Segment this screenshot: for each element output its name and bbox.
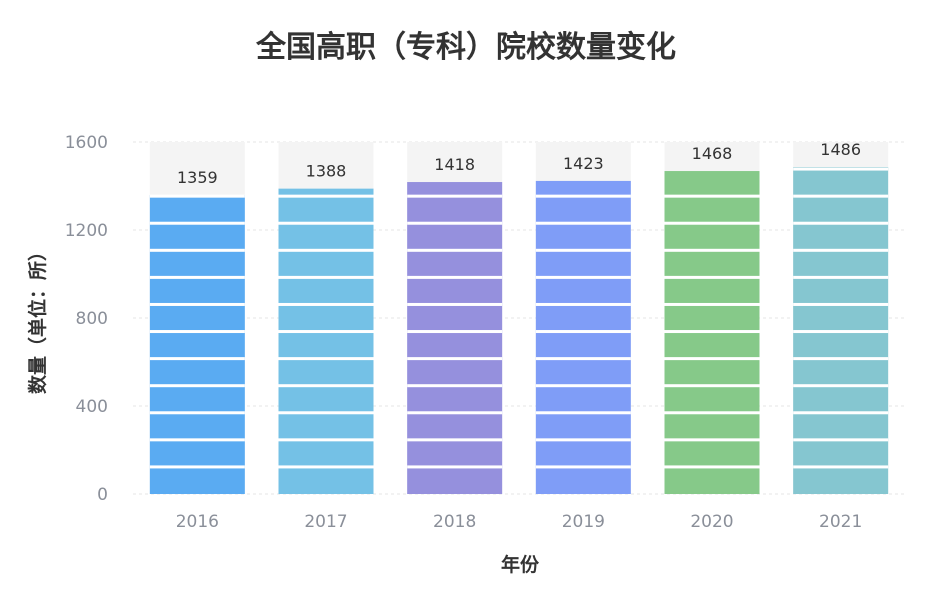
bar-stripe bbox=[535, 411, 631, 415]
x-tick-label: 2020 bbox=[690, 512, 733, 532]
bar-stripe bbox=[535, 275, 631, 279]
bar-stripe bbox=[664, 411, 760, 415]
data-label: 1388 bbox=[306, 162, 347, 181]
bar-stripe bbox=[278, 221, 374, 225]
x-axis-ticks: 2016 2017 2018 2019 2020 2021 bbox=[176, 512, 863, 532]
bar-stripe bbox=[278, 330, 374, 334]
y-axis-ticks: 0 400 800 1200 1600 bbox=[65, 133, 108, 505]
bar-stripe bbox=[664, 384, 760, 388]
bar-stripe bbox=[407, 275, 503, 279]
bar-stripe bbox=[149, 248, 245, 252]
bar-stripe bbox=[149, 465, 245, 469]
labels-layer: 1359 1388 1418 1423 1468 1486 bbox=[177, 140, 861, 187]
bar-stripe bbox=[149, 194, 245, 198]
bar-stripe bbox=[149, 384, 245, 388]
bar-stripe bbox=[535, 330, 631, 334]
bar-stripe bbox=[149, 411, 245, 415]
bar-stripe bbox=[407, 438, 503, 442]
bar-stripe bbox=[664, 194, 760, 198]
bar-stripe bbox=[664, 221, 760, 225]
grid-layer bbox=[133, 141, 905, 495]
x-tick-label: 2019 bbox=[562, 512, 605, 532]
bar-stripe bbox=[407, 357, 503, 361]
bar-stripe bbox=[149, 275, 245, 279]
data-label: 1359 bbox=[177, 168, 218, 187]
bar bbox=[407, 182, 503, 495]
bar-stripe bbox=[407, 465, 503, 469]
bar-stripe bbox=[278, 248, 374, 252]
bar-stripe bbox=[793, 438, 889, 442]
y-tick-label: 1600 bbox=[65, 133, 108, 153]
bar-stripe bbox=[407, 384, 503, 388]
bar-stripe bbox=[793, 330, 889, 334]
x-tick-label: 2016 bbox=[176, 512, 219, 532]
x-tick-label: 2017 bbox=[304, 512, 347, 532]
bar-stripe bbox=[793, 194, 889, 198]
y-tick-label: 1200 bbox=[65, 221, 108, 241]
bar-stripe bbox=[535, 465, 631, 469]
x-tick-label: 2021 bbox=[819, 512, 862, 532]
data-label: 1423 bbox=[563, 154, 604, 173]
bar-stripe bbox=[535, 438, 631, 442]
bar-stripe bbox=[407, 194, 503, 198]
bar-stripe bbox=[407, 302, 503, 306]
bar-stripe bbox=[664, 438, 760, 442]
bar-stripe bbox=[793, 167, 889, 171]
bar-stripe bbox=[407, 330, 503, 334]
bar-stripe bbox=[793, 248, 889, 252]
y-tick-label: 400 bbox=[76, 397, 108, 417]
bar-stripe bbox=[149, 357, 245, 361]
bar-stripe bbox=[278, 275, 374, 279]
bar-stripe bbox=[535, 384, 631, 388]
bar-stripe bbox=[149, 330, 245, 334]
bar-stripe bbox=[664, 248, 760, 252]
bar-stripe bbox=[793, 302, 889, 306]
bar-stripe bbox=[278, 302, 374, 306]
bar-stripe bbox=[664, 275, 760, 279]
bar-stripe bbox=[278, 194, 374, 198]
y-axis-title: 数量（单位：所） bbox=[26, 242, 49, 394]
data-label: 1468 bbox=[692, 144, 733, 163]
data-label: 1418 bbox=[434, 155, 475, 174]
bars-layer bbox=[149, 142, 889, 495]
bar-stripe bbox=[664, 330, 760, 334]
bar-stripe bbox=[793, 221, 889, 225]
bar-stripe bbox=[278, 438, 374, 442]
bar-stripe bbox=[278, 465, 374, 469]
bar-stripe bbox=[535, 357, 631, 361]
bar-stripe bbox=[793, 384, 889, 388]
bar-stripe bbox=[793, 357, 889, 361]
bar-stripe bbox=[149, 221, 245, 225]
bar-stripe bbox=[407, 411, 503, 415]
bar-stripe bbox=[407, 221, 503, 225]
bar-stripe bbox=[793, 275, 889, 279]
bar-stripe bbox=[535, 302, 631, 306]
bar-stripe bbox=[149, 438, 245, 442]
y-tick-label: 0 bbox=[97, 485, 108, 505]
bar-stripe bbox=[664, 357, 760, 361]
bar-stripe bbox=[535, 248, 631, 252]
bar-stripe bbox=[535, 221, 631, 225]
x-tick-label: 2018 bbox=[433, 512, 476, 532]
bar-stripe bbox=[793, 465, 889, 469]
bar bbox=[278, 188, 374, 494]
bar-stripe bbox=[793, 411, 889, 415]
bar-stripe bbox=[407, 248, 503, 252]
x-axis-title: 年份 bbox=[501, 553, 540, 576]
bar-stripe bbox=[664, 302, 760, 306]
bar bbox=[149, 195, 245, 494]
bar-stripe bbox=[535, 194, 631, 198]
chart-title: 全国高职（专科）院校数量变化 bbox=[256, 30, 676, 65]
bar-stripe bbox=[278, 357, 374, 361]
bar-stripe bbox=[664, 465, 760, 469]
bar-stripe bbox=[278, 384, 374, 388]
y-tick-label: 800 bbox=[76, 309, 108, 329]
data-label: 1486 bbox=[820, 140, 861, 159]
bar bbox=[535, 180, 631, 494]
bar-stripe bbox=[149, 302, 245, 306]
bar-stripe bbox=[278, 411, 374, 415]
